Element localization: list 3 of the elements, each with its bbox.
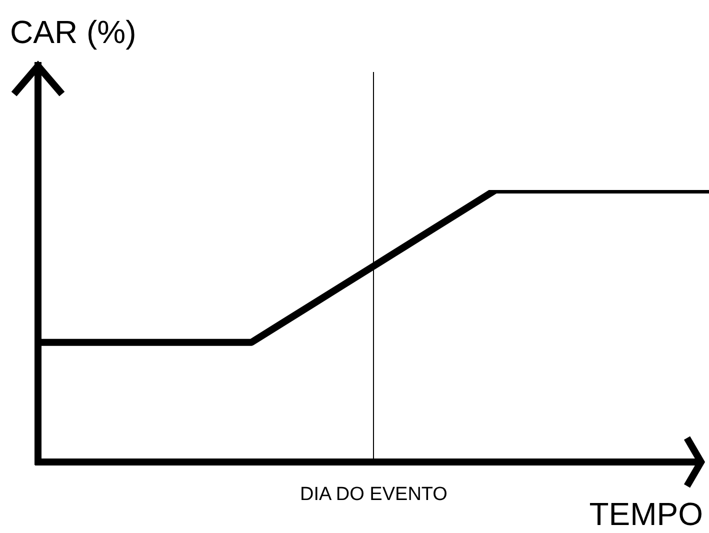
y-axis-title: CAR (%)	[10, 14, 136, 51]
text: DIA DO EVENTO	[300, 484, 448, 506]
x-axis-title: TEMPO	[589, 496, 703, 533]
